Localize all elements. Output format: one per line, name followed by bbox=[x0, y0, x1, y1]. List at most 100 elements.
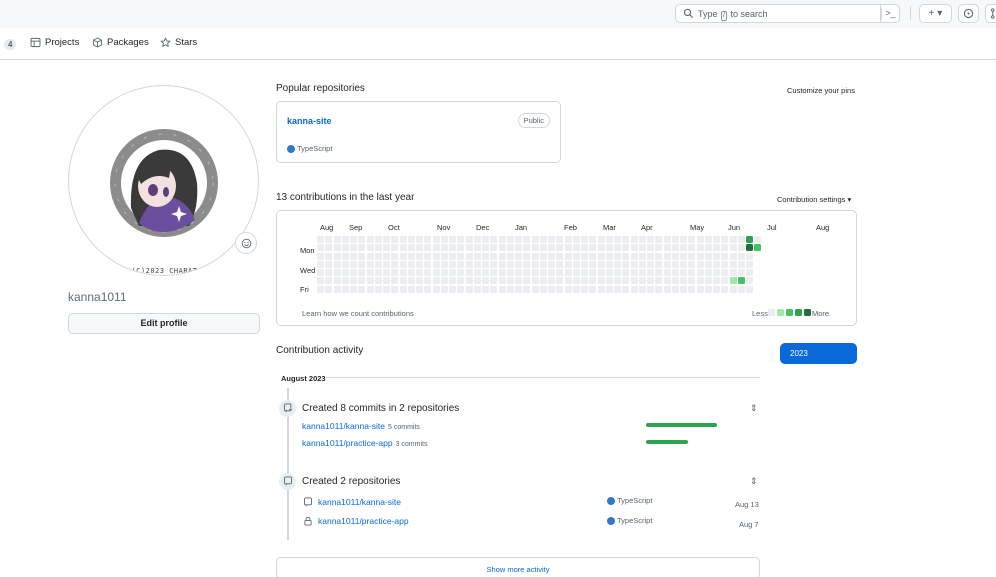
contribution-day-cell[interactable] bbox=[671, 277, 679, 285]
contribution-day-cell[interactable] bbox=[564, 269, 572, 276]
contribution-day-cell[interactable] bbox=[663, 236, 671, 243]
contribution-day-cell[interactable] bbox=[737, 252, 745, 260]
contribution-day-cell[interactable] bbox=[564, 236, 572, 243]
contribution-day-cell[interactable] bbox=[655, 277, 663, 285]
contribution-day-cell[interactable] bbox=[482, 236, 489, 243]
contribution-day-cell[interactable] bbox=[737, 277, 745, 285]
contribution-day-cell[interactable] bbox=[737, 236, 745, 243]
contribution-day-cell[interactable] bbox=[374, 252, 382, 260]
contribution-day-cell[interactable] bbox=[622, 244, 630, 252]
contribution-day-cell[interactable] bbox=[531, 277, 539, 285]
contribution-day-cell[interactable] bbox=[473, 260, 481, 268]
contribution-day-cell[interactable] bbox=[556, 236, 564, 243]
contribution-day-cell[interactable] bbox=[374, 285, 382, 293]
contribution-day-cell[interactable] bbox=[424, 269, 432, 276]
contribution-day-cell[interactable] bbox=[548, 269, 555, 276]
contribution-day-cell[interactable] bbox=[581, 277, 588, 285]
contribution-day-cell[interactable] bbox=[548, 244, 555, 252]
contribution-day-cell[interactable] bbox=[614, 236, 621, 243]
contribution-day-cell[interactable] bbox=[350, 277, 357, 285]
contribution-day-cell[interactable] bbox=[597, 269, 605, 276]
contribution-day-cell[interactable] bbox=[671, 244, 679, 252]
contribution-day-cell[interactable] bbox=[317, 252, 324, 260]
contribution-day-cell[interactable] bbox=[630, 260, 638, 268]
contribution-day-cell[interactable] bbox=[383, 244, 390, 252]
learn-contributions-link[interactable]: Learn how we count contributions bbox=[302, 309, 414, 318]
contribution-day-cell[interactable] bbox=[432, 277, 440, 285]
contribution-day-cell[interactable] bbox=[589, 236, 597, 243]
contribution-day-cell[interactable] bbox=[655, 269, 663, 276]
contribution-day-cell[interactable] bbox=[581, 269, 588, 276]
contribution-day-cell[interactable] bbox=[754, 244, 762, 252]
contribution-day-cell[interactable] bbox=[531, 244, 539, 252]
contribution-day-cell[interactable] bbox=[449, 252, 456, 260]
contribution-day-cell[interactable] bbox=[572, 269, 580, 276]
contribution-day-cell[interactable] bbox=[729, 269, 737, 276]
contribution-day-cell[interactable] bbox=[465, 252, 473, 260]
contribution-day-cell[interactable] bbox=[424, 252, 432, 260]
contribution-day-cell[interactable] bbox=[622, 252, 630, 260]
contribution-day-cell[interactable] bbox=[655, 236, 663, 243]
contribution-day-cell[interactable] bbox=[696, 269, 704, 276]
contribution-day-cell[interactable] bbox=[638, 269, 646, 276]
contribution-day-cell[interactable] bbox=[647, 260, 654, 268]
contribution-day-cell[interactable] bbox=[539, 252, 547, 260]
contribution-day-cell[interactable] bbox=[506, 260, 514, 268]
contribution-day-cell[interactable] bbox=[729, 252, 737, 260]
contribution-day-cell[interactable] bbox=[614, 285, 621, 293]
contribution-day-cell[interactable] bbox=[498, 269, 506, 276]
contribution-day-cell[interactable] bbox=[556, 244, 564, 252]
contribution-day-cell[interactable] bbox=[663, 277, 671, 285]
contribution-day-cell[interactable] bbox=[482, 244, 489, 252]
contribution-day-cell[interactable] bbox=[696, 260, 704, 268]
edit-profile-button[interactable]: Edit profile bbox=[68, 313, 260, 334]
contribution-day-cell[interactable] bbox=[622, 269, 630, 276]
contribution-day-cell[interactable] bbox=[506, 277, 514, 285]
contribution-day-cell[interactable] bbox=[358, 244, 366, 252]
contribution-day-cell[interactable] bbox=[399, 252, 407, 260]
contribution-day-cell[interactable] bbox=[358, 269, 366, 276]
contribution-day-cell[interactable] bbox=[688, 260, 696, 268]
contribution-day-cell[interactable] bbox=[374, 277, 382, 285]
contribution-day-cell[interactable] bbox=[581, 260, 588, 268]
contribution-day-cell[interactable] bbox=[721, 236, 729, 243]
contribution-day-cell[interactable] bbox=[457, 236, 465, 243]
contribution-day-cell[interactable] bbox=[325, 285, 333, 293]
contribution-day-cell[interactable] bbox=[391, 285, 399, 293]
contribution-day-cell[interactable] bbox=[440, 277, 448, 285]
contribution-day-cell[interactable] bbox=[341, 236, 349, 243]
contribution-day-cell[interactable] bbox=[407, 269, 415, 276]
contribution-day-cell[interactable] bbox=[605, 277, 613, 285]
contribution-day-cell[interactable] bbox=[647, 244, 654, 252]
contribution-day-cell[interactable] bbox=[515, 244, 522, 252]
contribution-day-cell[interactable] bbox=[655, 285, 663, 293]
contribution-day-cell[interactable] bbox=[713, 244, 720, 252]
contribution-day-cell[interactable] bbox=[506, 244, 514, 252]
contribution-day-cell[interactable] bbox=[638, 252, 646, 260]
commit-count[interactable]: 5 commits bbox=[388, 424, 420, 431]
contribution-day-cell[interactable] bbox=[457, 269, 465, 276]
contribution-day-cell[interactable] bbox=[432, 236, 440, 243]
avatar[interactable]: (C)2023 CHARAT bbox=[68, 85, 259, 276]
contribution-day-cell[interactable] bbox=[721, 260, 729, 268]
contribution-day-cell[interactable] bbox=[490, 269, 498, 276]
contribution-day-cell[interactable] bbox=[605, 285, 613, 293]
contribution-day-cell[interactable] bbox=[341, 260, 349, 268]
contribution-day-cell[interactable] bbox=[688, 277, 696, 285]
contribution-day-cell[interactable] bbox=[465, 236, 473, 243]
contribution-day-cell[interactable] bbox=[449, 269, 456, 276]
contribution-day-cell[interactable] bbox=[366, 277, 374, 285]
contribution-day-cell[interactable] bbox=[564, 277, 572, 285]
contribution-day-cell[interactable] bbox=[696, 236, 704, 243]
contribution-day-cell[interactable] bbox=[663, 244, 671, 252]
contribution-day-cell[interactable] bbox=[515, 285, 522, 293]
contribution-day-cell[interactable] bbox=[399, 244, 407, 252]
contribution-day-cell[interactable] bbox=[358, 236, 366, 243]
contribution-day-cell[interactable] bbox=[630, 236, 638, 243]
contribution-day-cell[interactable] bbox=[506, 269, 514, 276]
contribution-day-cell[interactable] bbox=[416, 252, 423, 260]
contribution-day-cell[interactable] bbox=[374, 236, 382, 243]
contribution-day-cell[interactable] bbox=[663, 269, 671, 276]
contribution-day-cell[interactable] bbox=[399, 260, 407, 268]
contribution-day-cell[interactable] bbox=[317, 285, 324, 293]
